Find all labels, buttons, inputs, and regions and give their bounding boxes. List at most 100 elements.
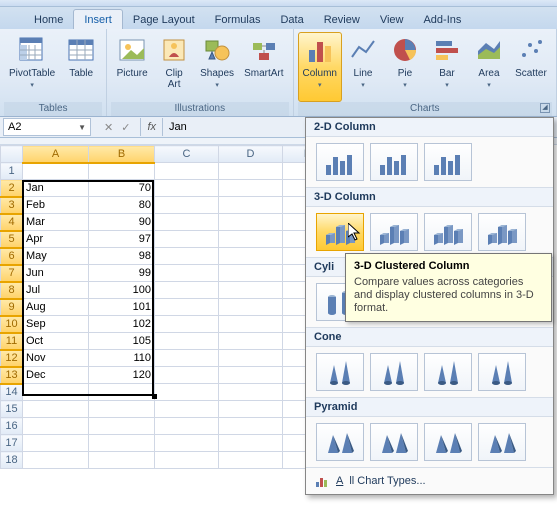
cell-D10[interactable] <box>219 316 283 333</box>
chart-tile-4-0[interactable] <box>316 423 364 461</box>
cell-D9[interactable] <box>219 299 283 316</box>
cell-C13[interactable] <box>155 367 219 384</box>
cell-C18[interactable] <box>155 452 219 469</box>
row-header-2[interactable]: 2 <box>1 180 23 197</box>
cell-C12[interactable] <box>155 350 219 367</box>
row-header-11[interactable]: 11 <box>1 333 23 350</box>
all-chart-types-button[interactable]: All Chart Types... <box>306 467 553 494</box>
cell-C15[interactable] <box>155 401 219 418</box>
tab-data[interactable]: Data <box>270 10 313 29</box>
cell-D15[interactable] <box>219 401 283 418</box>
chart-tile-1-1[interactable] <box>370 213 418 251</box>
row-header-9[interactable]: 9 <box>1 299 23 316</box>
cell-B16[interactable] <box>89 418 155 435</box>
cell-D13[interactable] <box>219 367 283 384</box>
chart-tile-1-3[interactable] <box>478 213 526 251</box>
cell-A13[interactable]: Dec <box>23 367 89 384</box>
area-chart-button[interactable]: Area▾ <box>468 32 510 102</box>
cell-B12[interactable]: 110 <box>89 350 155 367</box>
chart-tile-4-2[interactable] <box>424 423 472 461</box>
row-header-10[interactable]: 10 <box>1 316 23 333</box>
cell-A14[interactable] <box>23 384 89 401</box>
cell-B15[interactable] <box>89 401 155 418</box>
cell-D4[interactable] <box>219 214 283 231</box>
cell-B1[interactable] <box>89 163 155 180</box>
chart-tile-0-0[interactable] <box>316 143 364 181</box>
cell-A8[interactable]: Jul <box>23 282 89 299</box>
cell-C5[interactable] <box>155 231 219 248</box>
row-header-17[interactable]: 17 <box>1 435 23 452</box>
cell-A17[interactable] <box>23 435 89 452</box>
cell-A16[interactable] <box>23 418 89 435</box>
tab-home[interactable]: Home <box>24 10 73 29</box>
chart-tile-4-3[interactable] <box>478 423 526 461</box>
shapes-button[interactable]: Shapes▾ <box>195 32 239 102</box>
fx-button[interactable]: fx <box>140 118 163 136</box>
cell-D17[interactable] <box>219 435 283 452</box>
row-header-5[interactable]: 5 <box>1 231 23 248</box>
charts-dialog-launcher[interactable]: ◢ <box>540 103 550 113</box>
cell-D7[interactable] <box>219 265 283 282</box>
cell-D14[interactable] <box>219 384 283 401</box>
pivottable-button[interactable]: PivotTable▾ <box>4 32 60 102</box>
cell-B2[interactable]: 70 <box>89 180 155 197</box>
cell-D6[interactable] <box>219 248 283 265</box>
cell-B6[interactable]: 98 <box>89 248 155 265</box>
tab-formulas[interactable]: Formulas <box>205 10 271 29</box>
cell-A3[interactable]: Feb <box>23 197 89 214</box>
cell-D11[interactable] <box>219 333 283 350</box>
select-all-corner[interactable] <box>1 146 23 163</box>
smartart-button[interactable]: SmartArt <box>239 32 288 102</box>
tab-add-ins[interactable]: Add-Ins <box>413 10 471 29</box>
col-header-A[interactable]: A <box>23 146 89 163</box>
cell-A12[interactable]: Nov <box>23 350 89 367</box>
line-chart-button[interactable]: Line▾ <box>342 32 384 102</box>
cell-C4[interactable] <box>155 214 219 231</box>
tab-page-layout[interactable]: Page Layout <box>123 10 205 29</box>
col-header-D[interactable]: D <box>219 146 283 163</box>
row-header-13[interactable]: 13 <box>1 367 23 384</box>
chart-tile-3-2[interactable] <box>424 353 472 391</box>
cell-A7[interactable]: Jun <box>23 265 89 282</box>
cell-A6[interactable]: May <box>23 248 89 265</box>
cell-C16[interactable] <box>155 418 219 435</box>
scatter-chart-button[interactable]: Scatter <box>510 32 552 102</box>
tab-review[interactable]: Review <box>314 10 370 29</box>
cell-D16[interactable] <box>219 418 283 435</box>
cell-A1[interactable] <box>23 163 89 180</box>
chart-tile-1-0[interactable] <box>316 213 364 251</box>
chart-tile-1-2[interactable] <box>424 213 472 251</box>
cell-B17[interactable] <box>89 435 155 452</box>
cell-B18[interactable] <box>89 452 155 469</box>
cell-C2[interactable] <box>155 180 219 197</box>
chart-tile-3-3[interactable] <box>478 353 526 391</box>
chart-tile-3-1[interactable] <box>370 353 418 391</box>
tab-insert[interactable]: Insert <box>73 9 123 29</box>
cell-B14[interactable] <box>89 384 155 401</box>
cell-C3[interactable] <box>155 197 219 214</box>
chart-tile-4-1[interactable] <box>370 423 418 461</box>
cell-B10[interactable]: 102 <box>89 316 155 333</box>
cell-D5[interactable] <box>219 231 283 248</box>
chart-tile-3-0[interactable] <box>316 353 364 391</box>
cell-C11[interactable] <box>155 333 219 350</box>
cell-B11[interactable]: 105 <box>89 333 155 350</box>
cell-A5[interactable]: Apr <box>23 231 89 248</box>
cell-B3[interactable]: 80 <box>89 197 155 214</box>
cell-A4[interactable]: Mar <box>23 214 89 231</box>
col-header-B[interactable]: B <box>89 146 155 163</box>
cell-B13[interactable]: 120 <box>89 367 155 384</box>
cell-D18[interactable] <box>219 452 283 469</box>
picture-button[interactable]: Picture <box>111 32 153 102</box>
cell-C7[interactable] <box>155 265 219 282</box>
cell-A10[interactable]: Sep <box>23 316 89 333</box>
cell-A9[interactable]: Aug <box>23 299 89 316</box>
cell-D12[interactable] <box>219 350 283 367</box>
pie-chart-button[interactable]: Pie▾ <box>384 32 426 102</box>
name-box[interactable]: A2▼ <box>3 118 91 136</box>
cell-A2[interactable]: Jan <box>23 180 89 197</box>
row-header-8[interactable]: 8 <box>1 282 23 299</box>
cell-C10[interactable] <box>155 316 219 333</box>
cell-A18[interactable] <box>23 452 89 469</box>
cell-B7[interactable]: 99 <box>89 265 155 282</box>
